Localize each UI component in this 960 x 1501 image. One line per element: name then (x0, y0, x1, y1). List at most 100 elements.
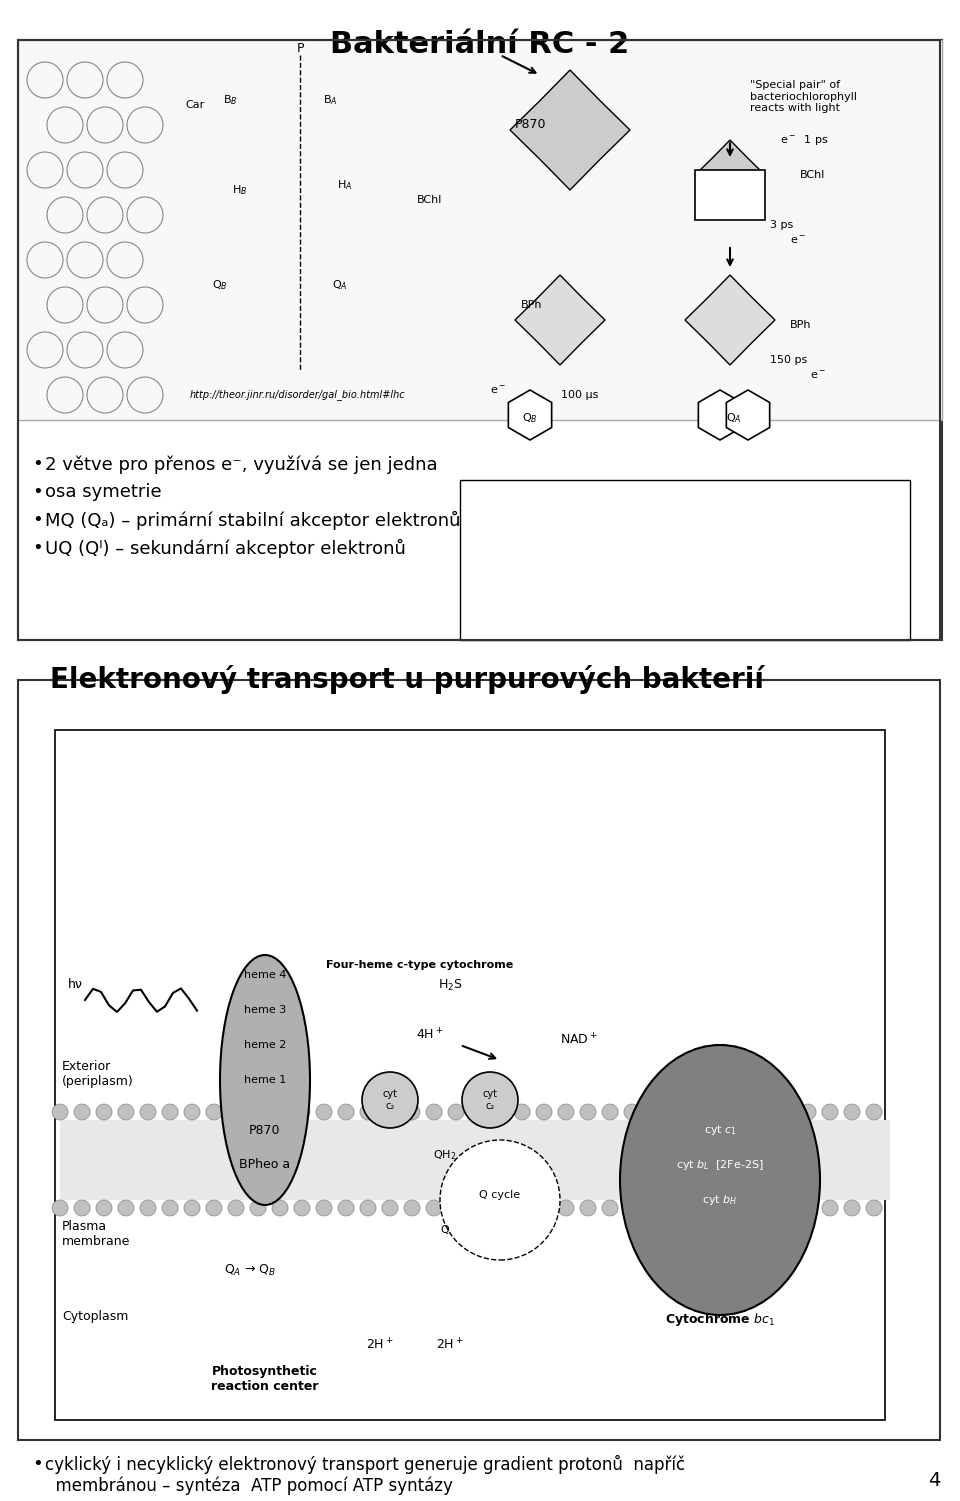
Text: Q cycle: Q cycle (479, 1190, 520, 1199)
Text: BPheo a: BPheo a (239, 1159, 291, 1171)
Circle shape (440, 1139, 560, 1259)
Circle shape (162, 1105, 178, 1120)
Circle shape (360, 1105, 376, 1120)
Text: Q$_A$: Q$_A$ (332, 278, 348, 291)
Circle shape (404, 1105, 420, 1120)
Text: Cytoplasm: Cytoplasm (62, 1310, 129, 1322)
Circle shape (602, 1199, 618, 1216)
Text: hν: hν (68, 979, 83, 992)
Circle shape (822, 1199, 838, 1216)
Text: cyt $b_L$  [2Fe-2S]: cyt $b_L$ [2Fe-2S] (676, 1157, 764, 1172)
Circle shape (162, 1199, 178, 1216)
Circle shape (624, 1199, 640, 1216)
Circle shape (184, 1105, 200, 1120)
Circle shape (712, 1199, 728, 1216)
Circle shape (250, 1105, 266, 1120)
Text: 4H$^+$: 4H$^+$ (417, 1027, 444, 1043)
Text: BPh: BPh (521, 300, 542, 311)
Circle shape (448, 1105, 464, 1120)
Circle shape (206, 1199, 222, 1216)
Circle shape (52, 1105, 68, 1120)
Circle shape (362, 1072, 418, 1127)
Circle shape (272, 1105, 288, 1120)
Circle shape (426, 1105, 442, 1120)
Text: cyt $c_1$: cyt $c_1$ (704, 1123, 736, 1136)
Polygon shape (685, 275, 775, 365)
Circle shape (74, 1199, 90, 1216)
Text: Cytochrome $bc_1$: Cytochrome $bc_1$ (665, 1312, 775, 1328)
Text: B$_B$: B$_B$ (223, 93, 237, 107)
Circle shape (118, 1105, 134, 1120)
Text: MQ (Qₐ) – primární stabilní akceptor elektronů: MQ (Qₐ) – primární stabilní akceptor ele… (45, 510, 461, 530)
Text: osa symetrie: osa symetrie (45, 483, 161, 501)
Circle shape (294, 1199, 310, 1216)
Circle shape (52, 1199, 68, 1216)
Circle shape (316, 1105, 332, 1120)
Polygon shape (698, 390, 742, 440)
Circle shape (492, 1199, 508, 1216)
FancyBboxPatch shape (460, 480, 910, 639)
Circle shape (404, 1199, 420, 1216)
Text: cyklický i necyklický elektronový transport generuje gradient protonů  napříč
  : cyklický i necyklický elektronový transp… (45, 1454, 685, 1495)
Circle shape (140, 1199, 156, 1216)
Circle shape (668, 1199, 684, 1216)
Circle shape (580, 1199, 596, 1216)
Text: H$_A$: H$_A$ (337, 179, 352, 192)
Circle shape (800, 1105, 816, 1120)
Circle shape (580, 1105, 596, 1120)
Text: •: • (32, 539, 43, 557)
Circle shape (118, 1199, 134, 1216)
Circle shape (558, 1105, 574, 1120)
Text: •: • (32, 1454, 43, 1472)
Text: NAD$^+$: NAD$^+$ (560, 1033, 598, 1048)
Circle shape (96, 1199, 112, 1216)
FancyBboxPatch shape (695, 170, 765, 221)
Text: Q$_B$: Q$_B$ (522, 411, 538, 425)
Text: heme 4: heme 4 (244, 970, 286, 980)
Text: Q$_A$ → Q$_B$: Q$_A$ → Q$_B$ (224, 1262, 276, 1277)
Polygon shape (695, 140, 765, 210)
Text: Bakteriální RC - 2: Bakteriální RC - 2 (330, 30, 630, 59)
Text: UQ (Qᴵ) – sekundární akceptor elektronů: UQ (Qᴵ) – sekundární akceptor elektronů (45, 539, 406, 558)
Circle shape (470, 1199, 486, 1216)
Text: 4: 4 (927, 1471, 940, 1490)
Circle shape (778, 1199, 794, 1216)
Circle shape (316, 1199, 332, 1216)
Text: cyt $b_H$: cyt $b_H$ (703, 1193, 737, 1207)
Circle shape (558, 1199, 574, 1216)
Circle shape (382, 1105, 398, 1120)
Text: 2 větve pro přenos e⁻, využívá se jen jedna: 2 větve pro přenos e⁻, využívá se jen je… (45, 455, 438, 473)
Text: heme 3: heme 3 (244, 1006, 286, 1015)
Circle shape (426, 1199, 442, 1216)
Circle shape (690, 1105, 706, 1120)
Circle shape (228, 1199, 244, 1216)
Text: •: • (32, 455, 43, 473)
Text: •: • (32, 483, 43, 501)
Text: http://theor.jinr.ru/disorder/gal_bio.html#lhc: http://theor.jinr.ru/disorder/gal_bio.ht… (190, 390, 406, 401)
Circle shape (250, 1199, 266, 1216)
Circle shape (140, 1105, 156, 1120)
Circle shape (184, 1199, 200, 1216)
Circle shape (228, 1105, 244, 1120)
Ellipse shape (220, 955, 310, 1205)
Polygon shape (510, 71, 630, 191)
Text: Plasma
membrane: Plasma membrane (62, 1220, 131, 1247)
FancyBboxPatch shape (18, 41, 942, 639)
Polygon shape (515, 275, 605, 365)
Text: QH$_2$: QH$_2$ (433, 1148, 457, 1162)
Text: e$^-$: e$^-$ (490, 384, 506, 396)
Text: BPh: BPh (790, 320, 811, 330)
Circle shape (778, 1105, 794, 1120)
FancyBboxPatch shape (55, 729, 885, 1420)
Text: B$_A$: B$_A$ (323, 93, 337, 107)
Text: Car: Car (185, 101, 204, 110)
Circle shape (448, 1199, 464, 1216)
Circle shape (462, 1072, 518, 1127)
Text: Q$_B$: Q$_B$ (212, 278, 228, 291)
Text: Elektronový transport u purpurových bakterií: Elektronový transport u purpurových bakt… (50, 665, 764, 693)
FancyBboxPatch shape (60, 1120, 890, 1199)
Text: Q: Q (441, 1225, 449, 1235)
Ellipse shape (620, 1045, 820, 1315)
Text: cyt
c₂: cyt c₂ (483, 1090, 497, 1111)
Circle shape (624, 1105, 640, 1120)
